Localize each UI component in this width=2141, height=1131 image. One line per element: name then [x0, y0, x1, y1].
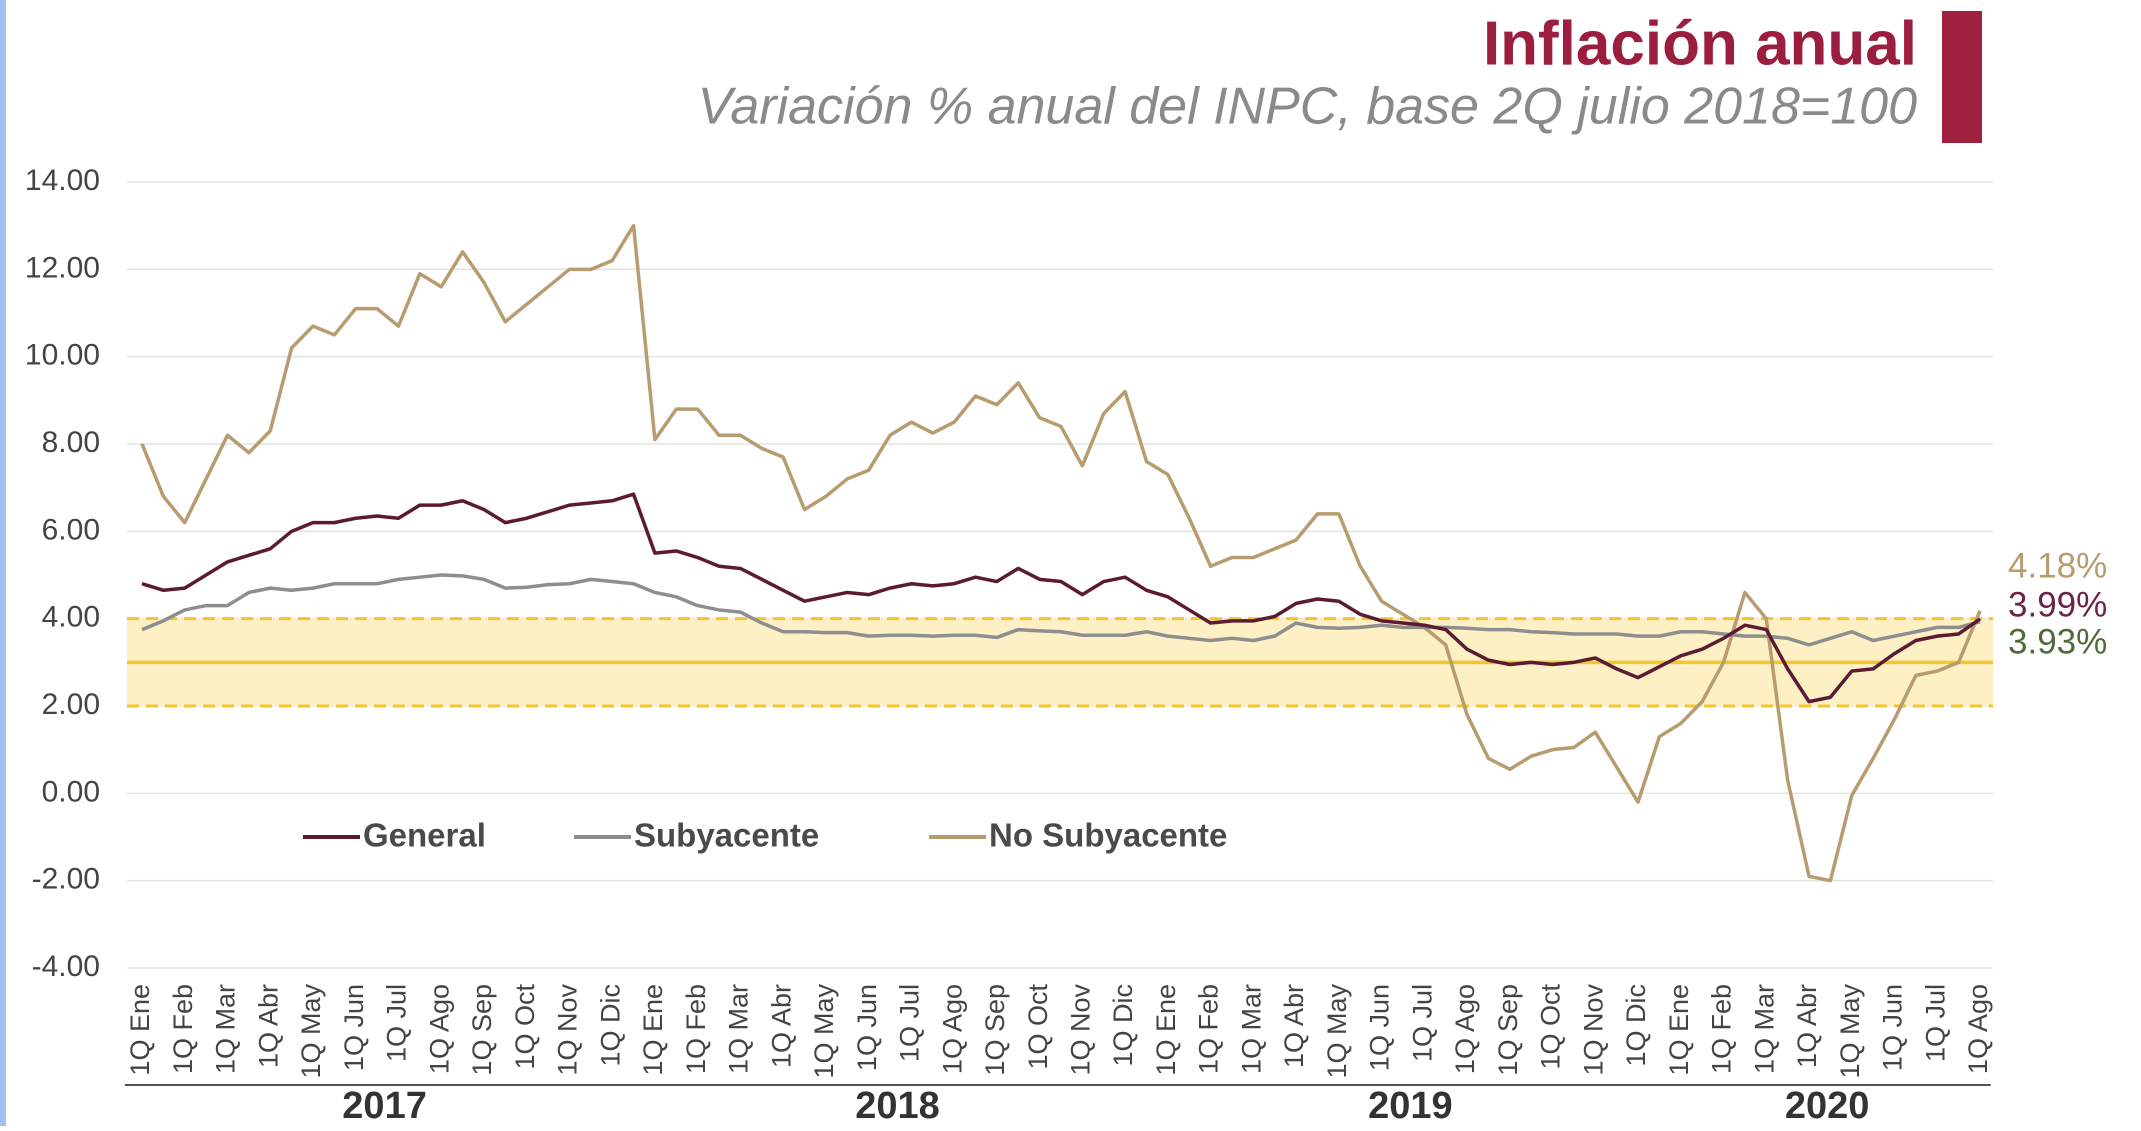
- series-line: [140, 223, 1982, 883]
- chart-title: Inflación anual: [1483, 9, 1917, 78]
- x-tick-label: 1Q Sep: [467, 984, 497, 1076]
- x-tick-label: 1Q Jul: [895, 984, 925, 1062]
- y-tick-label: -4.00: [32, 950, 100, 983]
- y-tick-label: -2.00: [32, 863, 100, 896]
- x-tick-label: 1Q Jun: [852, 984, 882, 1071]
- chart-subtitle: Variación % anual del INPC, base 2Q juli…: [698, 78, 1917, 136]
- x-tick-label: 1Q Ago: [424, 984, 454, 1074]
- x-tick-label: 1Q Jul: [1407, 984, 1437, 1062]
- x-tick-label: 1Q May: [296, 984, 326, 1079]
- x-tick-label: 1Q Ene: [125, 984, 155, 1076]
- x-tick-label: 1Q May: [1322, 984, 1352, 1079]
- year-label: 2017: [342, 1085, 427, 1126]
- x-tick-label: 1Q Oct: [1023, 984, 1053, 1070]
- x-tick-label: 1Q Mar: [1749, 984, 1779, 1074]
- series-line: [141, 492, 1981, 704]
- x-tick-label: 1Q Ene: [1151, 984, 1181, 1076]
- x-tick-label: 1Q Dic: [1621, 984, 1651, 1067]
- y-tick-label: 8.00: [42, 426, 100, 459]
- value-label: 3.93%: [2008, 622, 2107, 661]
- y-tick-label: 4.00: [42, 601, 100, 634]
- year-label: 2020: [1785, 1085, 1870, 1126]
- y-tick-label: 2.00: [42, 688, 100, 721]
- x-tick-label: 1Q Ene: [1664, 984, 1694, 1076]
- x-tick-label: 1Q Nov: [1578, 984, 1608, 1076]
- x-tick-label: 1Q May: [809, 984, 839, 1079]
- x-tick-label: 1Q Mar: [211, 984, 241, 1074]
- x-tick-label: 1Q Jun: [1365, 984, 1395, 1071]
- x-tick-label: 1Q Nov: [1065, 984, 1095, 1076]
- year-label: 2019: [1368, 1085, 1453, 1126]
- y-tick-label: 6.00: [42, 513, 100, 546]
- x-tick-label: 1Q Mar: [724, 984, 754, 1074]
- title-accent: [1942, 11, 1982, 143]
- x-tick-label: 1Q Ago: [1963, 984, 1993, 1074]
- value-label: 3.99%: [2008, 585, 2107, 624]
- x-tick-label: 1Q Ene: [638, 984, 668, 1076]
- x-tick-label: 1Q Ago: [937, 984, 967, 1074]
- x-tick-label: 1Q Abr: [1792, 984, 1822, 1068]
- y-tick-label: 14.00: [25, 164, 100, 197]
- x-tick-label: 1Q Feb: [168, 984, 198, 1074]
- x-tick-label: 1Q Oct: [1536, 984, 1566, 1070]
- year-label: 2018: [855, 1085, 940, 1126]
- x-tick-label: 1Q Abr: [766, 984, 796, 1068]
- legend-label: No Subyacente: [989, 817, 1227, 854]
- x-tick-label: 1Q Jun: [339, 984, 369, 1071]
- left-edge: [0, 0, 6, 1126]
- x-tick-label: 1Q Feb: [1707, 984, 1737, 1074]
- x-tick-label: 1Q Oct: [510, 984, 540, 1070]
- x-tick-label: 1Q May: [1835, 984, 1865, 1079]
- x-tick-label: 1Q Nov: [553, 984, 583, 1076]
- x-tick-label: 1Q Ago: [1450, 984, 1480, 1074]
- x-tick-label: 1Q Abr: [1279, 984, 1309, 1068]
- legend-label: Subyacente: [634, 817, 819, 854]
- series-line: [141, 573, 1981, 647]
- value-label: 4.18%: [2008, 546, 2107, 585]
- y-tick-label: 0.00: [42, 775, 100, 808]
- x-tick-label: 1Q Dic: [595, 984, 625, 1067]
- x-tick-label: 1Q Sep: [980, 984, 1010, 1076]
- x-tick-label: 1Q Abr: [253, 984, 283, 1068]
- legend-label: General: [363, 817, 486, 854]
- x-tick-label: 1Q Dic: [1108, 984, 1138, 1067]
- y-tick-label: 10.00: [25, 339, 100, 372]
- y-tick-label: 12.00: [25, 251, 100, 284]
- x-tick-label: 1Q Jul: [1920, 984, 1950, 1062]
- x-tick-label: 1Q Mar: [1236, 984, 1266, 1074]
- x-tick-label: 1Q Feb: [1194, 984, 1224, 1074]
- x-tick-label: 1Q Jun: [1878, 984, 1908, 1071]
- x-tick-label: 1Q Sep: [1493, 984, 1523, 1076]
- x-tick-label: 1Q Feb: [681, 984, 711, 1074]
- x-tick-label: 1Q Jul: [382, 984, 412, 1062]
